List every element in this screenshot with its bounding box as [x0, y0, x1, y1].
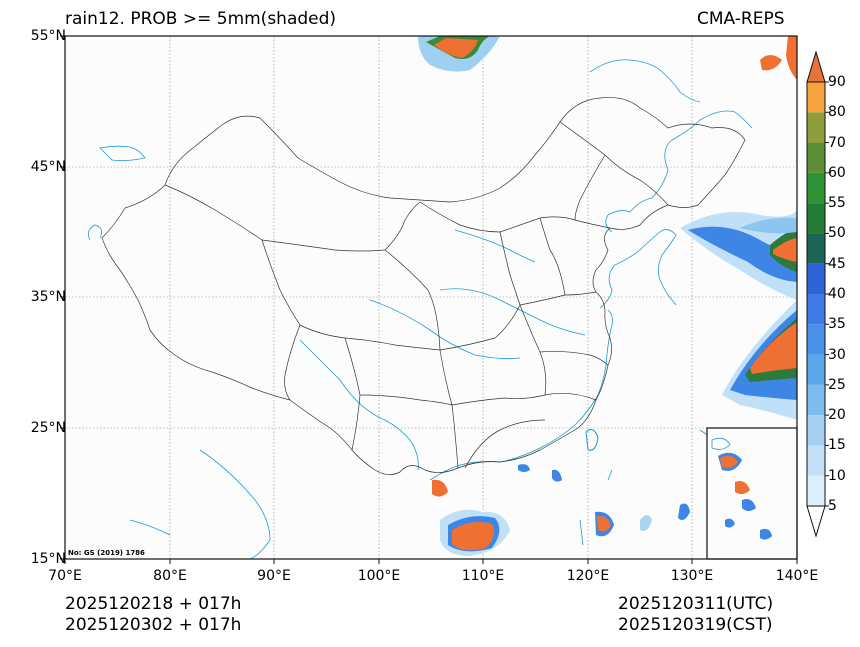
- lat-label: 15°N: [30, 551, 66, 567]
- colorbar-bin: [807, 415, 825, 446]
- map-note: No: GS (2019) 1786: [68, 549, 145, 557]
- lat-label: 55°N: [30, 28, 66, 44]
- colorbar: [806, 50, 829, 538]
- colorbar-tick-label: 45: [828, 255, 846, 272]
- colorbar-bin: [807, 263, 825, 294]
- colorbar-bin: [807, 233, 825, 264]
- colorbar-bin: [807, 475, 825, 506]
- colorbar-bin: [807, 324, 825, 355]
- valid-time-cst: 2025120319(CST): [618, 615, 773, 635]
- colorbar-bin: [807, 203, 825, 234]
- init-time-block: 2025120218 + 017h 2025120302 + 017h: [65, 594, 241, 636]
- colorbar-bin: [807, 294, 825, 325]
- colorbar-extend-min: [806, 505, 826, 538]
- colorbar-tick-label: 80: [828, 104, 846, 121]
- admin-boundaries: [101, 97, 746, 475]
- colorbar-bin: [807, 445, 825, 476]
- gridlines: [65, 36, 797, 559]
- model-name: CMA-REPS: [697, 9, 785, 29]
- lon-label: 140°E: [775, 568, 819, 584]
- colorbar-tick-label: 30: [828, 346, 846, 363]
- colorbar-tick-label: 5: [828, 498, 837, 514]
- precip-prob-east-sea: [722, 300, 797, 420]
- lon-label: 100°E: [357, 568, 401, 584]
- map-title: rain12. PROB >= 5mm(shaded): [65, 9, 337, 29]
- lat-label: 25°N: [30, 420, 66, 436]
- axis-ticks: [60, 35, 798, 564]
- south-china-sea-inset: [706, 427, 798, 560]
- lat-label: 45°N: [30, 159, 66, 175]
- colorbar-bin: [807, 384, 825, 416]
- lon-label: 70°E: [48, 568, 82, 584]
- precip-prob-northeast: [680, 210, 797, 300]
- lon-label: 90°E: [257, 568, 291, 584]
- lon-label: 110°E: [461, 568, 505, 584]
- coastlines-rivers: [87, 59, 771, 559]
- valid-time-block: 2025120311(UTC) 2025120319(CST): [618, 594, 773, 636]
- colorbar-tick-label: 60: [828, 164, 846, 181]
- precip-prob-south-china: [432, 464, 690, 556]
- lat-label: 35°N: [30, 289, 66, 305]
- colorbar-extend-max: [806, 50, 826, 83]
- colorbar-tick-label: 55: [828, 195, 846, 212]
- valid-time-utc: 2025120311(UTC): [618, 594, 774, 614]
- colorbar-bin: [807, 112, 825, 143]
- lon-label: 80°E: [153, 568, 187, 584]
- taiwan-coast: [585, 429, 599, 451]
- precip-prob-north-edge: [418, 36, 797, 80]
- colorbar-tick-label: 10: [828, 467, 846, 484]
- colorbar-tick-label: 50: [828, 225, 846, 242]
- colorbar-tick-label: 40: [828, 286, 846, 302]
- colorbar-tick-label: 25: [828, 376, 846, 393]
- colorbar-bin: [807, 82, 825, 113]
- colorbar-tick-label: 90: [828, 74, 846, 90]
- colorbar-bin: [807, 354, 825, 385]
- colorbar-tick-label: 15: [828, 437, 846, 454]
- lon-label: 130°E: [670, 568, 714, 584]
- colorbar-tick-label: 20: [828, 407, 846, 424]
- colorbar-tick-label: 35: [828, 316, 846, 333]
- lon-label: 120°E: [566, 568, 610, 584]
- init-time-cst: 2025120302 + 017h: [65, 615, 242, 635]
- colorbar-bin: [807, 142, 825, 173]
- colorbar-tick-label: 70: [828, 134, 846, 151]
- init-time-utc: 2025120218 + 017h: [65, 594, 242, 614]
- colorbar-bin: [807, 172, 825, 204]
